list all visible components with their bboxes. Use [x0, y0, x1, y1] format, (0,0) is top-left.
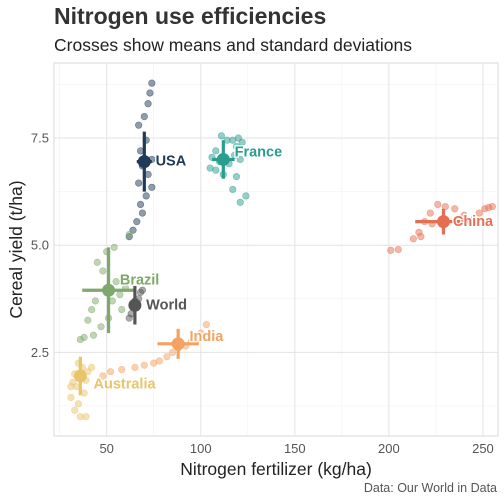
- data-point-india: [99, 372, 107, 380]
- data-point-france: [229, 185, 237, 194]
- data-point-france: [242, 192, 250, 200]
- data-point-france: [238, 138, 246, 146]
- data-point-india: [202, 320, 210, 329]
- y-tick-label: 2.5: [31, 345, 49, 360]
- y-tick-label: 7.5: [31, 131, 49, 146]
- data-point-usa: [135, 179, 143, 187]
- data-point-china: [488, 203, 496, 211]
- data-point-usa: [140, 112, 148, 121]
- data-point-france: [232, 143, 241, 151]
- data-point-china: [434, 200, 442, 209]
- data-point-brazil: [93, 258, 101, 266]
- data-point-usa: [144, 100, 152, 108]
- data-point-china: [417, 233, 425, 241]
- data-point-brazil: [125, 230, 133, 239]
- data-point-brazil: [116, 290, 124, 299]
- x-tick-label: 50: [99, 441, 113, 456]
- data-point-france: [236, 155, 244, 164]
- series-label-india: India: [189, 329, 224, 345]
- grid: [53, 62, 499, 437]
- data-source-caption: Data: Our World in Data: [363, 481, 497, 495]
- y-axis-title: Cereal yield (t/ha): [6, 180, 26, 318]
- data-point-usa: [138, 209, 147, 217]
- data-point-india: [131, 363, 139, 372]
- data-point-china: [460, 211, 468, 219]
- mean-point-australia: [73, 369, 87, 383]
- data-point-france: [217, 132, 226, 140]
- data-point-usa: [135, 121, 143, 129]
- data-point-india: [168, 348, 177, 356]
- data-point-china: [426, 209, 434, 217]
- x-tick-label: 250: [472, 441, 494, 456]
- data-point-france: [206, 164, 214, 172]
- data-point-china: [387, 246, 395, 254]
- data-point-china: [469, 215, 478, 224]
- data-point-brazil: [84, 316, 92, 324]
- data-point-china: [475, 209, 483, 217]
- data-point-brazil: [118, 305, 126, 314]
- data-point-australia: [88, 363, 96, 372]
- data-point-usa: [136, 200, 145, 209]
- axes: 50 100 150 200 250 2.5 5.0 7.5 Nitrogen fertiliz…: [6, 131, 494, 479]
- series-label-china: China: [453, 214, 494, 230]
- series-label-france: France: [235, 145, 283, 161]
- mean-point-usa: [137, 155, 151, 169]
- y-tick-label: 5.0: [31, 238, 49, 253]
- data-point-australia: [74, 400, 83, 408]
- mean-point-china: [436, 215, 450, 229]
- data-point-australia: [67, 393, 75, 402]
- data-point-china: [441, 203, 449, 211]
- chart-subtitle: Crosses show means and standard deviatio…: [54, 35, 412, 55]
- data-point-france: [212, 147, 220, 155]
- data-point-india: [197, 329, 205, 337]
- data-point-usa: [146, 89, 154, 97]
- data-point-brazil: [89, 331, 98, 339]
- data-point-france: [236, 198, 244, 206]
- data-point-world: [138, 286, 147, 294]
- data-point-france: [232, 173, 241, 181]
- plot-panel-border: [53, 62, 499, 437]
- data-point-india: [140, 361, 148, 369]
- mean-crosses: [73, 131, 472, 396]
- data-point-brazil: [76, 335, 84, 344]
- series-label-australia: Australia: [94, 376, 157, 392]
- data-point-india: [118, 365, 126, 374]
- series-label-brazil: Brazil: [120, 273, 160, 289]
- data-point-usa: [133, 218, 141, 226]
- data-point-china: [409, 235, 417, 243]
- mean-point-india: [171, 337, 185, 351]
- data-point-india: [163, 353, 171, 361]
- x-axis-title: Nitrogen fertilizer (kg/ha): [180, 459, 372, 479]
- data-point-brazil: [99, 267, 107, 275]
- data-point-australia: [82, 413, 90, 421]
- data-point-australia: [67, 383, 75, 391]
- series-label-usa: USA: [156, 153, 187, 169]
- data-point-india: [150, 359, 158, 367]
- series-label-world: World: [146, 297, 187, 313]
- data-point-brazil: [97, 323, 105, 331]
- data-point-usa: [148, 79, 156, 87]
- data-point-china: [451, 205, 459, 213]
- mean-point-france: [216, 152, 230, 166]
- data-point-china: [394, 245, 402, 254]
- data-point-brazil: [88, 305, 96, 314]
- mean-point-world: [128, 298, 142, 312]
- data-point-brazil: [112, 278, 120, 286]
- data-point-brazil: [91, 297, 99, 305]
- x-tick-label: 100: [190, 441, 212, 456]
- data-point-usa: [148, 183, 156, 191]
- chart-title: Nitrogen use efficiencies: [54, 3, 327, 29]
- x-tick-label: 200: [378, 441, 400, 456]
- points: [67, 79, 496, 421]
- x-tick-label: 150: [284, 441, 306, 456]
- data-point-india: [106, 368, 115, 376]
- mean-point-brazil: [102, 283, 116, 297]
- data-point-australia: [71, 406, 79, 414]
- data-point-usa: [142, 192, 150, 200]
- data-point-brazil: [110, 243, 118, 251]
